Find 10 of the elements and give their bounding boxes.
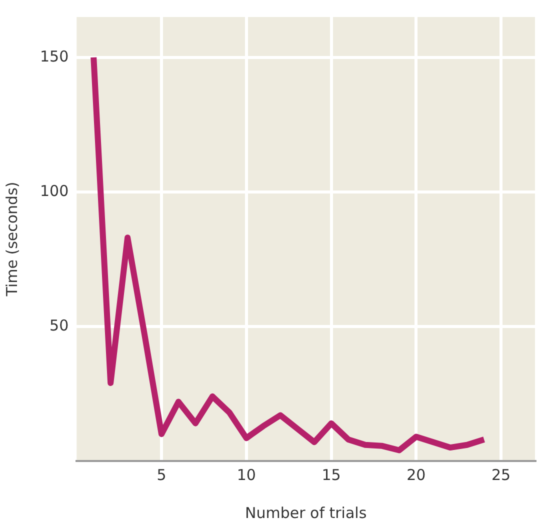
y-tick-label: 150 xyxy=(40,47,69,66)
x-tick-label: 25 xyxy=(492,466,511,484)
x-tick-label: 20 xyxy=(406,466,426,484)
x-tick-label: 5 xyxy=(156,466,166,484)
x-axis-title: Number of trials xyxy=(244,504,367,522)
y-axis-title: Time (seconds) xyxy=(2,182,21,298)
y-tick-label: 50 xyxy=(50,316,69,334)
x-tick-label: 15 xyxy=(322,466,341,484)
x-tick-label: 10 xyxy=(236,466,256,484)
y-tick-label: 100 xyxy=(40,182,69,200)
